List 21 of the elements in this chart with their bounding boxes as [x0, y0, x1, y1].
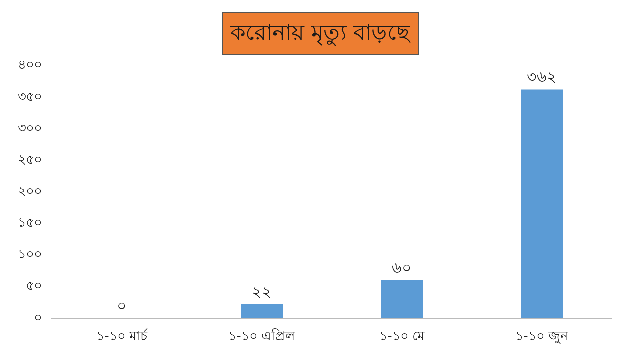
bar: [381, 280, 423, 318]
y-tick-label: ৪০০: [18, 58, 42, 74]
chart-title: করোনায় মৃত্যু বাড়ছে: [222, 12, 418, 55]
x-tick-label: ১-১০ এপ্রিল: [228, 328, 296, 345]
data-label: ৩৬২: [527, 68, 557, 86]
y-tick-label: ৩৫০: [18, 90, 42, 105]
bar: [521, 90, 563, 318]
y-tick-label: ০: [34, 310, 42, 326]
y-tick-label: ২০০: [18, 184, 42, 200]
y-tick-label: ১৫০: [18, 216, 42, 232]
data-label: ০: [117, 296, 127, 315]
y-tick-label: ৩০০: [18, 121, 42, 136]
y-tick-label: ১০০: [18, 248, 42, 263]
x-tick-label: ১-১০ জুন: [516, 330, 568, 345]
y-tick-label: ৫০: [26, 279, 42, 294]
y-tick-label: ২৫০: [18, 152, 42, 168]
bar: [241, 304, 283, 318]
x-tick-label: ১-১০ মার্চ: [96, 328, 148, 345]
x-tick-label: ১-১০ মে: [380, 330, 426, 345]
data-label: ৬০: [392, 258, 412, 277]
data-label: ২২: [252, 282, 272, 301]
